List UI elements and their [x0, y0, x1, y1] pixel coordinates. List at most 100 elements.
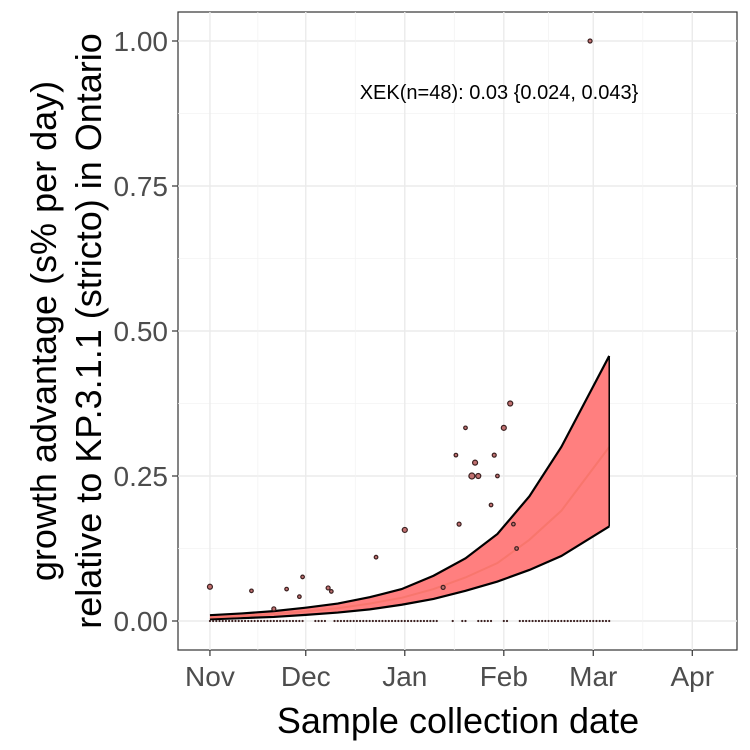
zero-point	[528, 619, 531, 623]
zero-point	[387, 619, 390, 623]
zero-point	[413, 619, 416, 623]
data-point	[453, 452, 459, 458]
zero-point	[339, 619, 343, 623]
zero-point	[390, 619, 394, 623]
zero-point	[553, 619, 557, 623]
zero-point	[378, 619, 381, 623]
zero-point	[355, 619, 358, 623]
data-point	[300, 574, 305, 580]
observed-proportion-points	[206, 38, 593, 612]
zero-point	[576, 619, 579, 623]
zero-point	[285, 619, 288, 623]
data-point	[328, 589, 334, 594]
x-tick-label: Apr	[670, 661, 714, 692]
y-tick-label: 0.00	[114, 606, 169, 637]
zero-point	[502, 619, 505, 623]
zero-point	[416, 619, 419, 623]
zero-observation-points	[208, 619, 611, 623]
data-point	[296, 594, 302, 600]
data-point	[249, 588, 254, 594]
zero-point	[295, 619, 298, 623]
zero-point	[566, 619, 569, 623]
zero-point	[208, 619, 212, 623]
zero-point	[585, 619, 588, 623]
x-tick-label: Nov	[185, 661, 235, 692]
zero-point	[563, 619, 566, 623]
zero-point	[224, 619, 228, 623]
zero-point	[374, 619, 378, 623]
zero-point	[247, 619, 250, 623]
y-tick-label: 0.75	[114, 171, 169, 202]
x-tick-label: Mar	[569, 661, 617, 692]
zero-point	[403, 619, 406, 623]
data-point	[271, 606, 277, 612]
x-tick-label: Jan	[382, 661, 427, 692]
zero-point	[218, 619, 221, 623]
data-point	[495, 473, 500, 479]
zero-point	[212, 619, 215, 623]
zero-point	[557, 619, 560, 623]
zero-point	[483, 619, 486, 623]
zero-point	[480, 619, 483, 623]
zero-point	[397, 619, 400, 623]
zero-point	[394, 619, 397, 623]
y-axis-ticks: 0.00 0.25 0.50 0.75 1.00	[114, 26, 178, 637]
data-point	[373, 554, 379, 560]
zero-point	[595, 619, 598, 623]
zero-point	[422, 619, 426, 623]
x-axis-title: Sample collection date	[277, 700, 639, 741]
zero-point	[282, 619, 285, 623]
data-point	[587, 38, 593, 44]
zero-point	[231, 619, 234, 623]
zero-point	[243, 619, 247, 623]
zero-point	[259, 619, 263, 623]
zero-point	[547, 619, 550, 623]
fitted-growth-curve	[209, 446, 611, 619]
zero-point	[266, 619, 269, 623]
data-point	[507, 400, 514, 407]
zero-point	[579, 619, 582, 623]
zero-point	[477, 619, 480, 623]
y-axis-title-line-2: relative to KP.3.1.1 (stricto) in Ontari…	[68, 33, 109, 629]
zero-point	[291, 619, 295, 623]
y-tick-label: 1.00	[114, 26, 169, 57]
zero-point	[426, 619, 429, 623]
zero-point	[525, 619, 528, 623]
zero-point	[406, 619, 410, 623]
data-point	[463, 425, 468, 431]
zero-point	[451, 619, 454, 623]
zero-point	[215, 619, 218, 623]
data-point	[325, 585, 331, 591]
y-tick-label: 0.25	[114, 461, 169, 492]
zero-point	[221, 619, 224, 623]
data-point	[471, 459, 479, 466]
zero-point	[240, 619, 243, 623]
zero-point	[362, 619, 365, 623]
zero-point	[323, 619, 327, 623]
zero-point	[317, 619, 320, 623]
zero-point	[486, 619, 489, 623]
zero-point	[263, 619, 266, 623]
zero-point	[588, 619, 592, 623]
data-point	[284, 586, 290, 592]
zero-point	[604, 619, 608, 623]
zero-point	[279, 619, 282, 623]
zero-point	[288, 619, 291, 623]
zero-point	[352, 619, 355, 623]
zero-point	[419, 619, 422, 623]
zero-point	[569, 619, 572, 623]
data-point	[401, 526, 408, 534]
zero-point	[582, 619, 585, 623]
data-point	[511, 521, 516, 527]
zero-point	[531, 619, 534, 623]
zero-point	[272, 619, 275, 623]
zero-point	[358, 619, 362, 623]
zero-point	[349, 619, 352, 623]
zero-point	[464, 619, 467, 623]
zero-point	[346, 619, 349, 623]
zero-point	[275, 619, 279, 623]
zero-point	[365, 619, 368, 623]
zero-point	[534, 619, 537, 623]
x-axis-ticks: Nov Dec Jan Feb Mar Apr	[185, 650, 714, 692]
